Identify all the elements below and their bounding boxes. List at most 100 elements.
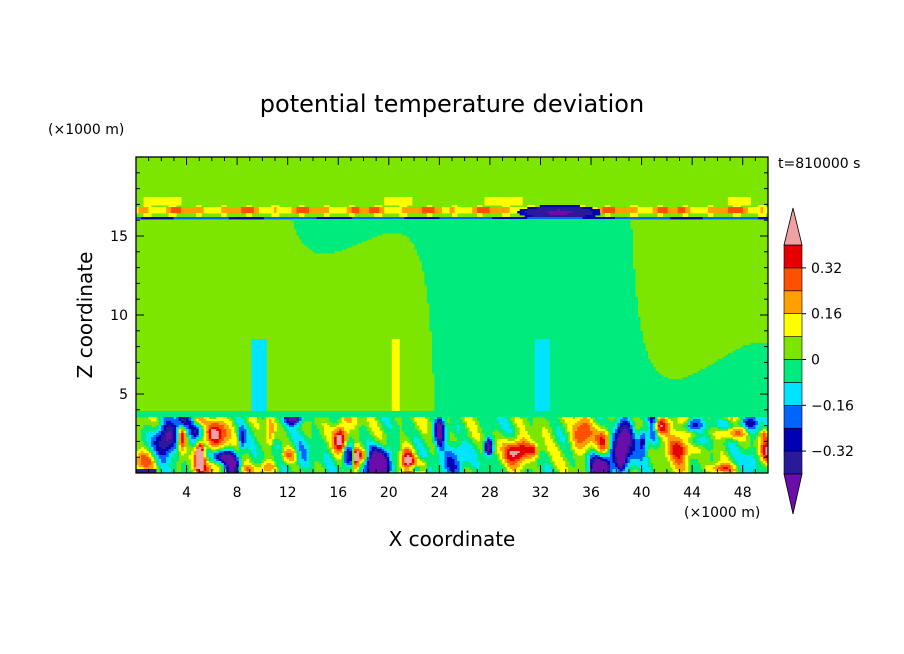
field-cell [705,447,714,450]
field-cell [685,447,689,450]
field-cell [243,441,247,444]
field-cell [439,455,445,458]
field-cell [163,433,167,436]
field-cell [534,393,551,396]
field-cell [632,451,646,454]
field-cell [762,441,768,444]
field-cell [589,209,601,212]
field-cell [715,435,734,438]
field-cell [572,465,576,468]
field-cell [404,455,408,458]
field-cell [354,465,360,468]
field-cell [552,429,558,432]
field-cell [632,421,636,424]
field-cell [371,447,378,450]
field-cell [579,419,591,422]
field-cell [665,453,669,456]
field-cell [675,461,684,464]
field-cell [198,447,202,450]
field-cell [366,449,370,452]
field-cell [146,445,149,448]
field-cell [296,445,300,448]
field-cell [331,451,335,454]
field-cell [268,425,275,428]
field-cell [449,445,460,448]
field-cell [221,459,225,462]
field-cell [221,449,235,452]
field-cell [632,439,636,442]
field-cell [607,471,611,473]
field-cell [444,427,448,430]
field-cell [692,441,701,444]
field-cell [727,445,736,448]
field-cell [625,465,628,468]
field-cell [221,461,225,464]
field-cell [737,461,756,464]
field-cell [640,427,651,430]
field-cell [331,447,335,450]
field-cell [765,435,768,438]
field-cell [401,425,415,428]
field-cell [702,217,759,220]
field-cell [163,417,175,420]
field-cell [572,211,593,214]
field-cell [534,447,538,450]
field-cell [336,447,343,450]
field-cell [183,435,187,438]
field-cell [544,417,558,420]
field-cell [301,419,315,422]
field-cell [499,455,503,458]
field-cell [730,469,736,472]
field-cell [627,449,631,452]
field-cell [223,451,232,454]
field-cell [524,211,548,214]
field-cell [198,425,202,428]
field-cell [426,205,433,208]
field-cell [444,439,448,442]
field-cell [597,445,601,448]
field-cell [549,451,561,454]
field-cell [389,423,398,426]
field-cell [707,211,729,214]
field-cell [592,433,601,436]
field-cell [487,439,491,442]
field-cell [431,357,536,360]
field-cell [439,445,443,448]
field-cell [181,465,190,468]
field-cell [401,429,418,432]
field-cell [251,375,267,378]
field-cell [599,445,606,448]
field-cell [426,287,636,290]
field-cell [286,423,290,426]
field-cell [286,445,290,448]
field-cell [504,453,508,456]
field-cell [221,207,242,210]
field-cell [552,469,556,472]
field-cell [504,459,508,462]
field-cell [549,401,768,404]
field-cell [391,399,400,402]
field-cell [148,453,152,456]
field-cell [401,463,405,466]
field-cell [627,425,631,428]
x-tick-label: 20 [380,485,398,501]
field-cell [228,427,235,430]
field-cell [416,461,423,464]
field-cell [391,371,400,374]
field-cell [760,443,764,446]
field-cell [700,427,706,430]
y-axis-label: Z coordinate [73,252,97,379]
field-cell [492,217,528,220]
field-cell [622,425,628,428]
field-cell [241,447,247,450]
field-cell [745,421,756,424]
field-cell [625,463,628,466]
field-cell [183,437,187,440]
field-cell [136,207,139,210]
field-cell [251,341,267,344]
field-cell [286,431,290,434]
field-cell [657,429,661,432]
field-cell [354,451,358,454]
field-cell [161,429,164,432]
field-cell [236,457,240,460]
